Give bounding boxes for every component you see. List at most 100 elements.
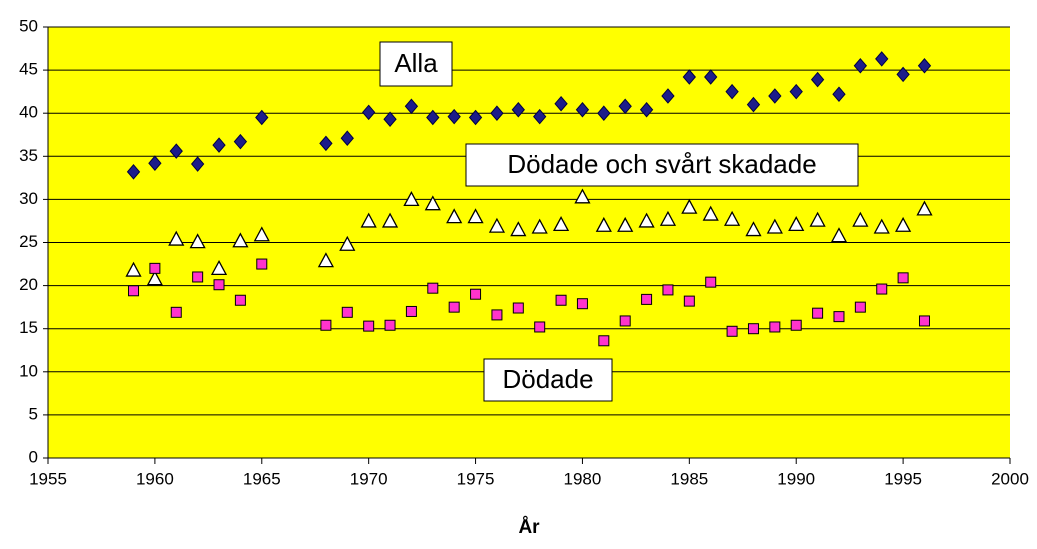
point bbox=[234, 294, 246, 306]
point bbox=[575, 101, 590, 118]
point bbox=[424, 195, 441, 211]
point bbox=[169, 143, 183, 159]
point bbox=[341, 306, 353, 318]
point bbox=[876, 283, 888, 295]
annotation-box bbox=[379, 41, 453, 87]
point bbox=[168, 230, 185, 246]
x-axis-label: År bbox=[518, 517, 540, 538]
point bbox=[790, 319, 802, 331]
point bbox=[853, 58, 868, 74]
point bbox=[854, 301, 866, 313]
point bbox=[360, 212, 377, 228]
point bbox=[896, 66, 910, 83]
point bbox=[704, 69, 718, 85]
y-tick-label: 10 bbox=[19, 361, 38, 380]
point bbox=[426, 109, 440, 126]
point bbox=[488, 217, 506, 233]
x-tick-label: 1995 bbox=[884, 469, 922, 488]
point bbox=[232, 232, 249, 248]
point bbox=[190, 156, 205, 172]
point bbox=[832, 86, 846, 103]
point bbox=[681, 198, 698, 214]
x-tick-label: 1955 bbox=[29, 469, 67, 488]
point bbox=[662, 284, 674, 296]
point bbox=[405, 305, 417, 317]
point bbox=[255, 109, 269, 126]
point bbox=[534, 321, 546, 333]
point bbox=[533, 108, 547, 125]
point bbox=[638, 212, 655, 228]
point bbox=[510, 221, 527, 237]
point bbox=[446, 208, 463, 224]
point bbox=[552, 216, 570, 232]
point bbox=[873, 218, 890, 234]
point bbox=[746, 96, 761, 113]
y-tick-label: 30 bbox=[19, 189, 38, 208]
point bbox=[210, 259, 228, 276]
y-tick-label: 50 bbox=[19, 16, 38, 35]
point bbox=[189, 233, 206, 249]
point bbox=[491, 309, 503, 321]
point bbox=[745, 221, 762, 237]
point bbox=[833, 311, 845, 323]
y-tick-label: 25 bbox=[19, 232, 38, 251]
point bbox=[126, 164, 141, 180]
point bbox=[363, 320, 375, 332]
point bbox=[576, 298, 588, 310]
point bbox=[725, 83, 739, 100]
annotation-box bbox=[465, 143, 859, 187]
point bbox=[146, 270, 163, 286]
point bbox=[467, 208, 484, 224]
point bbox=[531, 218, 548, 234]
x-tick-label: 1970 bbox=[350, 469, 388, 488]
point bbox=[683, 295, 695, 307]
point bbox=[233, 133, 248, 150]
point bbox=[256, 258, 268, 270]
point bbox=[639, 101, 654, 118]
y-tick-label: 20 bbox=[19, 275, 38, 294]
point bbox=[555, 294, 567, 306]
point bbox=[511, 101, 525, 118]
point bbox=[766, 218, 783, 234]
marks bbox=[125, 51, 933, 347]
point bbox=[170, 306, 182, 318]
point bbox=[403, 191, 420, 207]
point bbox=[512, 302, 524, 314]
point bbox=[726, 325, 738, 337]
point bbox=[768, 88, 782, 104]
point bbox=[659, 210, 677, 226]
y-tick-label: 5 bbox=[29, 404, 38, 423]
point bbox=[618, 98, 632, 115]
y-tick-label: 15 bbox=[19, 318, 38, 337]
point bbox=[705, 276, 717, 288]
annotation-box bbox=[483, 358, 613, 402]
point bbox=[661, 88, 675, 104]
y-tick-label: 40 bbox=[19, 103, 38, 122]
point bbox=[724, 210, 741, 226]
point bbox=[830, 227, 848, 243]
point bbox=[852, 211, 869, 227]
point bbox=[812, 307, 824, 319]
point bbox=[490, 105, 504, 121]
annotation: Dödade och svårt skadade bbox=[507, 149, 816, 179]
point bbox=[340, 130, 354, 146]
point bbox=[574, 188, 591, 204]
point bbox=[789, 83, 803, 100]
point bbox=[125, 261, 142, 277]
point bbox=[149, 262, 161, 274]
point bbox=[447, 108, 461, 125]
x-tick-label: 2000 bbox=[991, 469, 1029, 488]
point bbox=[788, 216, 805, 232]
point bbox=[362, 104, 376, 121]
point bbox=[619, 315, 631, 327]
point bbox=[427, 282, 439, 294]
point bbox=[918, 315, 930, 327]
point bbox=[213, 279, 225, 291]
point bbox=[384, 319, 396, 331]
point bbox=[470, 288, 482, 300]
point bbox=[383, 111, 397, 128]
point bbox=[617, 216, 634, 232]
point bbox=[875, 51, 889, 67]
point bbox=[747, 323, 759, 335]
